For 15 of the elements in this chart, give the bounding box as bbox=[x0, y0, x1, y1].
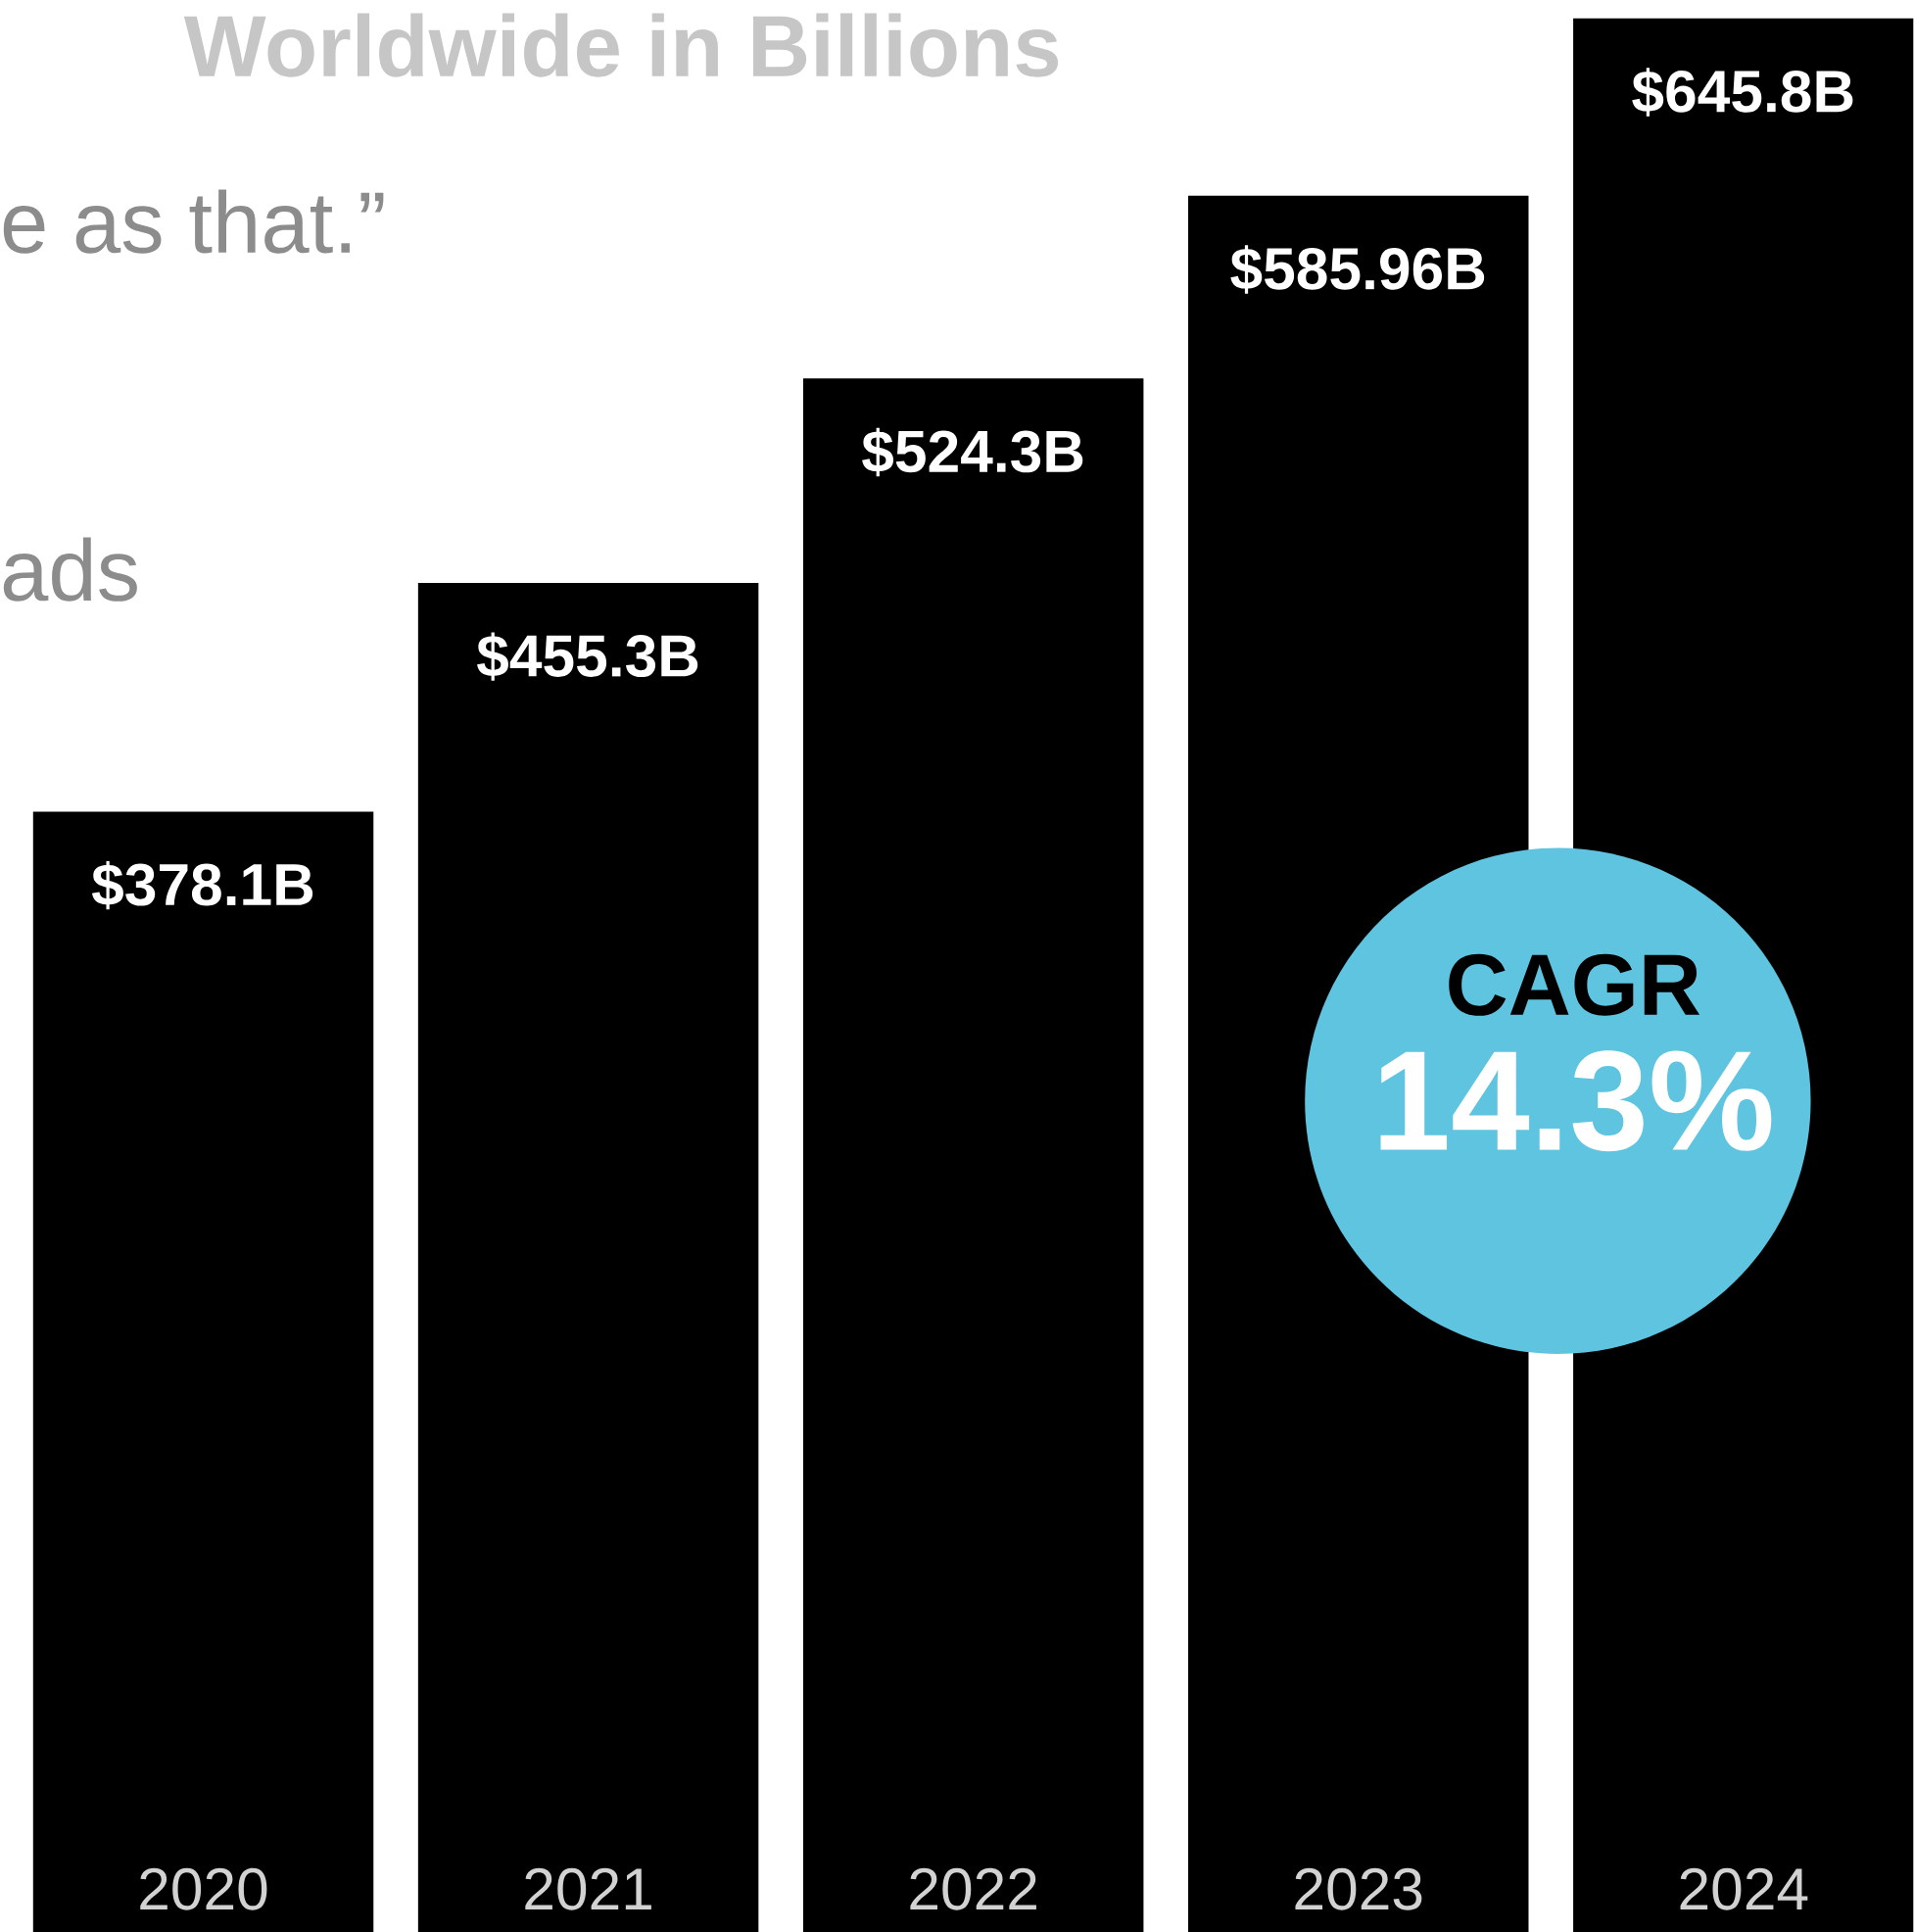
x-tick-label: 2022 bbox=[910, 1867, 1037, 1910]
x-tick-label: 2024 bbox=[1680, 1867, 1808, 1910]
annotation: ads bbox=[4, 537, 138, 602]
annotation: CAGR bbox=[1449, 953, 1700, 1016]
x-tick-label: 2021 bbox=[525, 1867, 652, 1910]
chart-title: Worldwide in Billions bbox=[184, 13, 1059, 77]
annotation: e as that.” bbox=[4, 189, 384, 254]
data-label: $455.3B bbox=[477, 632, 698, 681]
annotation: 14.3% bbox=[1380, 1050, 1772, 1152]
data-label: $378.1B bbox=[92, 860, 313, 910]
data-label: $524.3B bbox=[862, 427, 1083, 477]
x-tick-label: 2020 bbox=[140, 1867, 267, 1910]
data-label: $585.96B bbox=[1230, 245, 1485, 294]
data-label: $645.8B bbox=[1632, 68, 1853, 117]
x-tick-label: 2023 bbox=[1295, 1867, 1422, 1910]
